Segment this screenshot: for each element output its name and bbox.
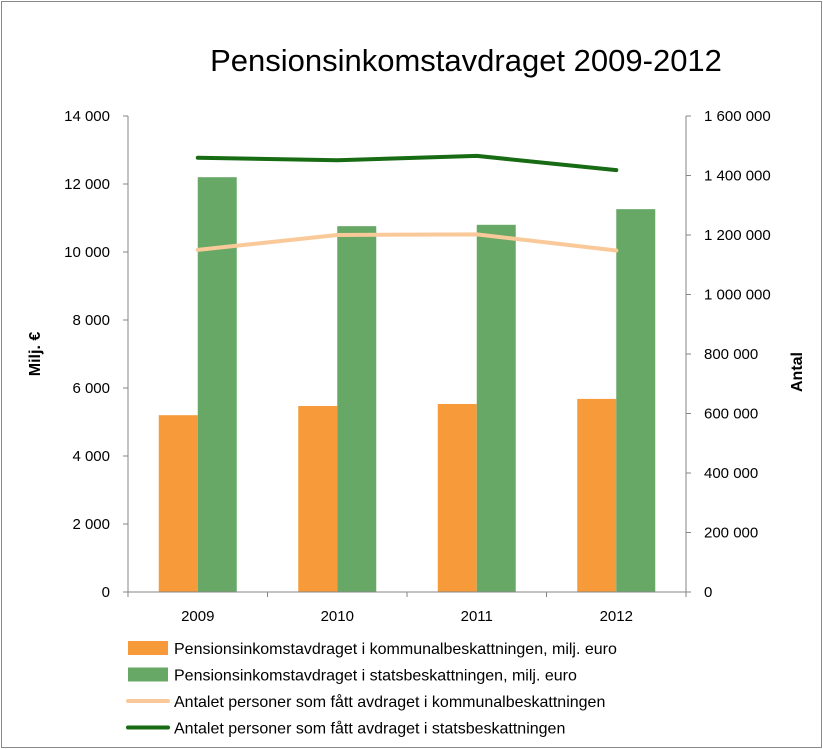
y2-tick-label: 1 600 000	[704, 108, 771, 125]
y2-axis-title: Antal	[789, 352, 806, 392]
x-tick-label: 2010	[321, 608, 354, 625]
bar-kommunal-2011	[437, 403, 477, 592]
legend: Pensionsinkomstavdraget i kommunalbeskat…	[126, 641, 617, 738]
bar-kommunal-2009	[158, 415, 198, 592]
y-tick-label: 0	[102, 584, 110, 601]
x-tick-label: 2009	[181, 608, 214, 625]
y-tick-label: 12 000	[64, 176, 110, 193]
y2-tick-label: 1 200 000	[704, 227, 771, 244]
chart-title: Pensionsinkomstavdraget 2009-2012	[210, 43, 722, 78]
legend-label-stat-line: Antalet personer som fått avdraget i sta…	[174, 720, 565, 738]
bar-stat-2009	[197, 177, 237, 592]
x-tick-label: 2011	[461, 608, 493, 625]
y2-tick-label: 400 000	[704, 465, 758, 482]
y2-tick-label: 800 000	[704, 346, 758, 363]
legend-label-kommunal-line: Antalet personer som fått avdraget i kom…	[174, 693, 605, 711]
y2-tick-label: 0	[704, 584, 712, 601]
y-tick-label: 10 000	[64, 244, 110, 261]
bar-stat-2011	[476, 224, 516, 593]
x-tick-label: 2012	[600, 608, 633, 625]
legend-label-stat-bar: Pensionsinkomstavdraget i statsbeskattni…	[174, 668, 577, 685]
y-tick-label: 4 000	[72, 448, 110, 465]
bar-kommunal-2010	[298, 406, 338, 592]
y2-tick-label: 200 000	[704, 525, 758, 542]
y-tick-label: 2 000	[72, 516, 110, 533]
y2-tick-label: 1 400 000	[704, 168, 771, 185]
series-line-kommunal	[195, 232, 619, 253]
plot-area: 0 2 000 4 000 6 000 8 000 10 000 12 000 14 000 0…	[27, 108, 806, 625]
bar-kommunal-2012	[577, 398, 617, 592]
y2-tick-label: 1 000 000	[704, 287, 771, 304]
y-tick-label: 6 000	[72, 380, 110, 397]
legend-swatch-kommunal-bar	[128, 641, 168, 655]
bar-stat-2010	[337, 226, 377, 592]
legend-swatch-stat-bar	[128, 667, 168, 682]
y-axis-title: Milj. €	[27, 332, 44, 377]
series-line-stat	[195, 153, 619, 173]
y2-tick-label: 600 000	[704, 406, 758, 423]
y-tick-label: 8 000	[72, 312, 110, 329]
y-tick-label: 14 000	[64, 108, 110, 125]
bar-stat-2012	[616, 209, 656, 592]
legend-label-kommunal-bar: Pensionsinkomstavdraget i kommunalbeskat…	[174, 641, 617, 658]
